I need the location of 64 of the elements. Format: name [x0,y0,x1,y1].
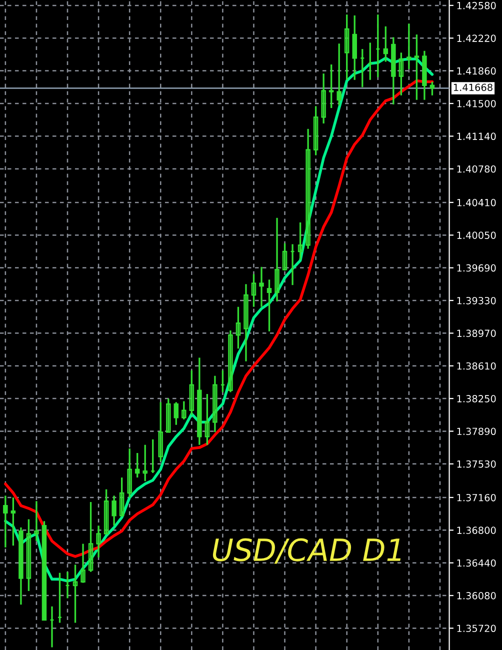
y-tick-label: 1.39330 [457,296,496,304]
candlestick [344,14,350,81]
candlestick [282,242,288,272]
y-tick-label: 1.41860 [457,67,496,75]
candlestick [166,398,171,433]
y-tick-label: 1.38610 [457,362,496,370]
candlestick [321,72,326,124]
y-tick-label: 1.40050 [457,232,496,239]
candlestick [158,401,163,462]
candlestick [212,375,218,433]
candlestick [244,283,248,362]
y-tick-label: 1.41500 [457,100,496,108]
candlestick [313,105,318,156]
candlestick [189,370,194,416]
y-tick-label: 1.37530 [457,460,496,468]
candlestick [406,22,412,70]
candlestick [383,25,388,63]
candlestick [174,401,179,426]
y-tick-label: 1.42580 [457,2,496,10]
y-tick-label: 1.38250 [457,395,496,402]
ref-line-label: 1.41668 [454,84,492,92]
candlestick [34,500,39,542]
candlestick [3,494,8,548]
candlestick [259,266,264,308]
candlestick [88,501,94,573]
y-tick-label: 1.40780 [457,165,496,173]
y-tick-label: 1.41140 [457,132,496,140]
y-tick-label: 1.42220 [457,34,496,42]
candlestick [104,488,109,535]
candlestick [430,80,435,96]
candlestick [251,273,256,308]
candlestick [142,444,148,482]
candlestick [266,278,272,332]
y-tick-label: 1.35720 [457,624,496,632]
candlestick [298,222,303,260]
y-tick-label: 1.36440 [457,559,496,567]
candlestick [328,64,334,109]
candlestick [414,34,420,101]
candlestick [306,128,310,250]
candlestick [398,52,404,96]
candlestick [204,393,210,446]
annotation: USD/CAD D1 [212,538,401,564]
candlestick [119,476,124,518]
candlestick [182,400,186,420]
candlestick [336,42,342,106]
candlestick [10,496,16,546]
y-tick-label: 1.38970 [457,330,496,337]
y-tick-label: 1.40410 [457,198,496,206]
y-tick-label: 1.39690 [457,264,496,272]
y-tick-label: 1.36080 [457,592,496,600]
candlestick [228,330,233,394]
candlestick [134,452,140,478]
candlestick [274,217,280,302]
candlestick [26,518,32,592]
candlestick [112,494,116,526]
candlestick [236,306,241,350]
candlestick [80,542,86,584]
candlestick [127,448,132,498]
y-tick-label: 1.37160 [457,494,496,502]
y-tick-label: 1.36800 [457,526,496,534]
candlestick [96,524,101,558]
candlestick [352,14,357,81]
y-tick-label: 1.37890 [457,428,496,436]
candlestick [72,564,78,624]
